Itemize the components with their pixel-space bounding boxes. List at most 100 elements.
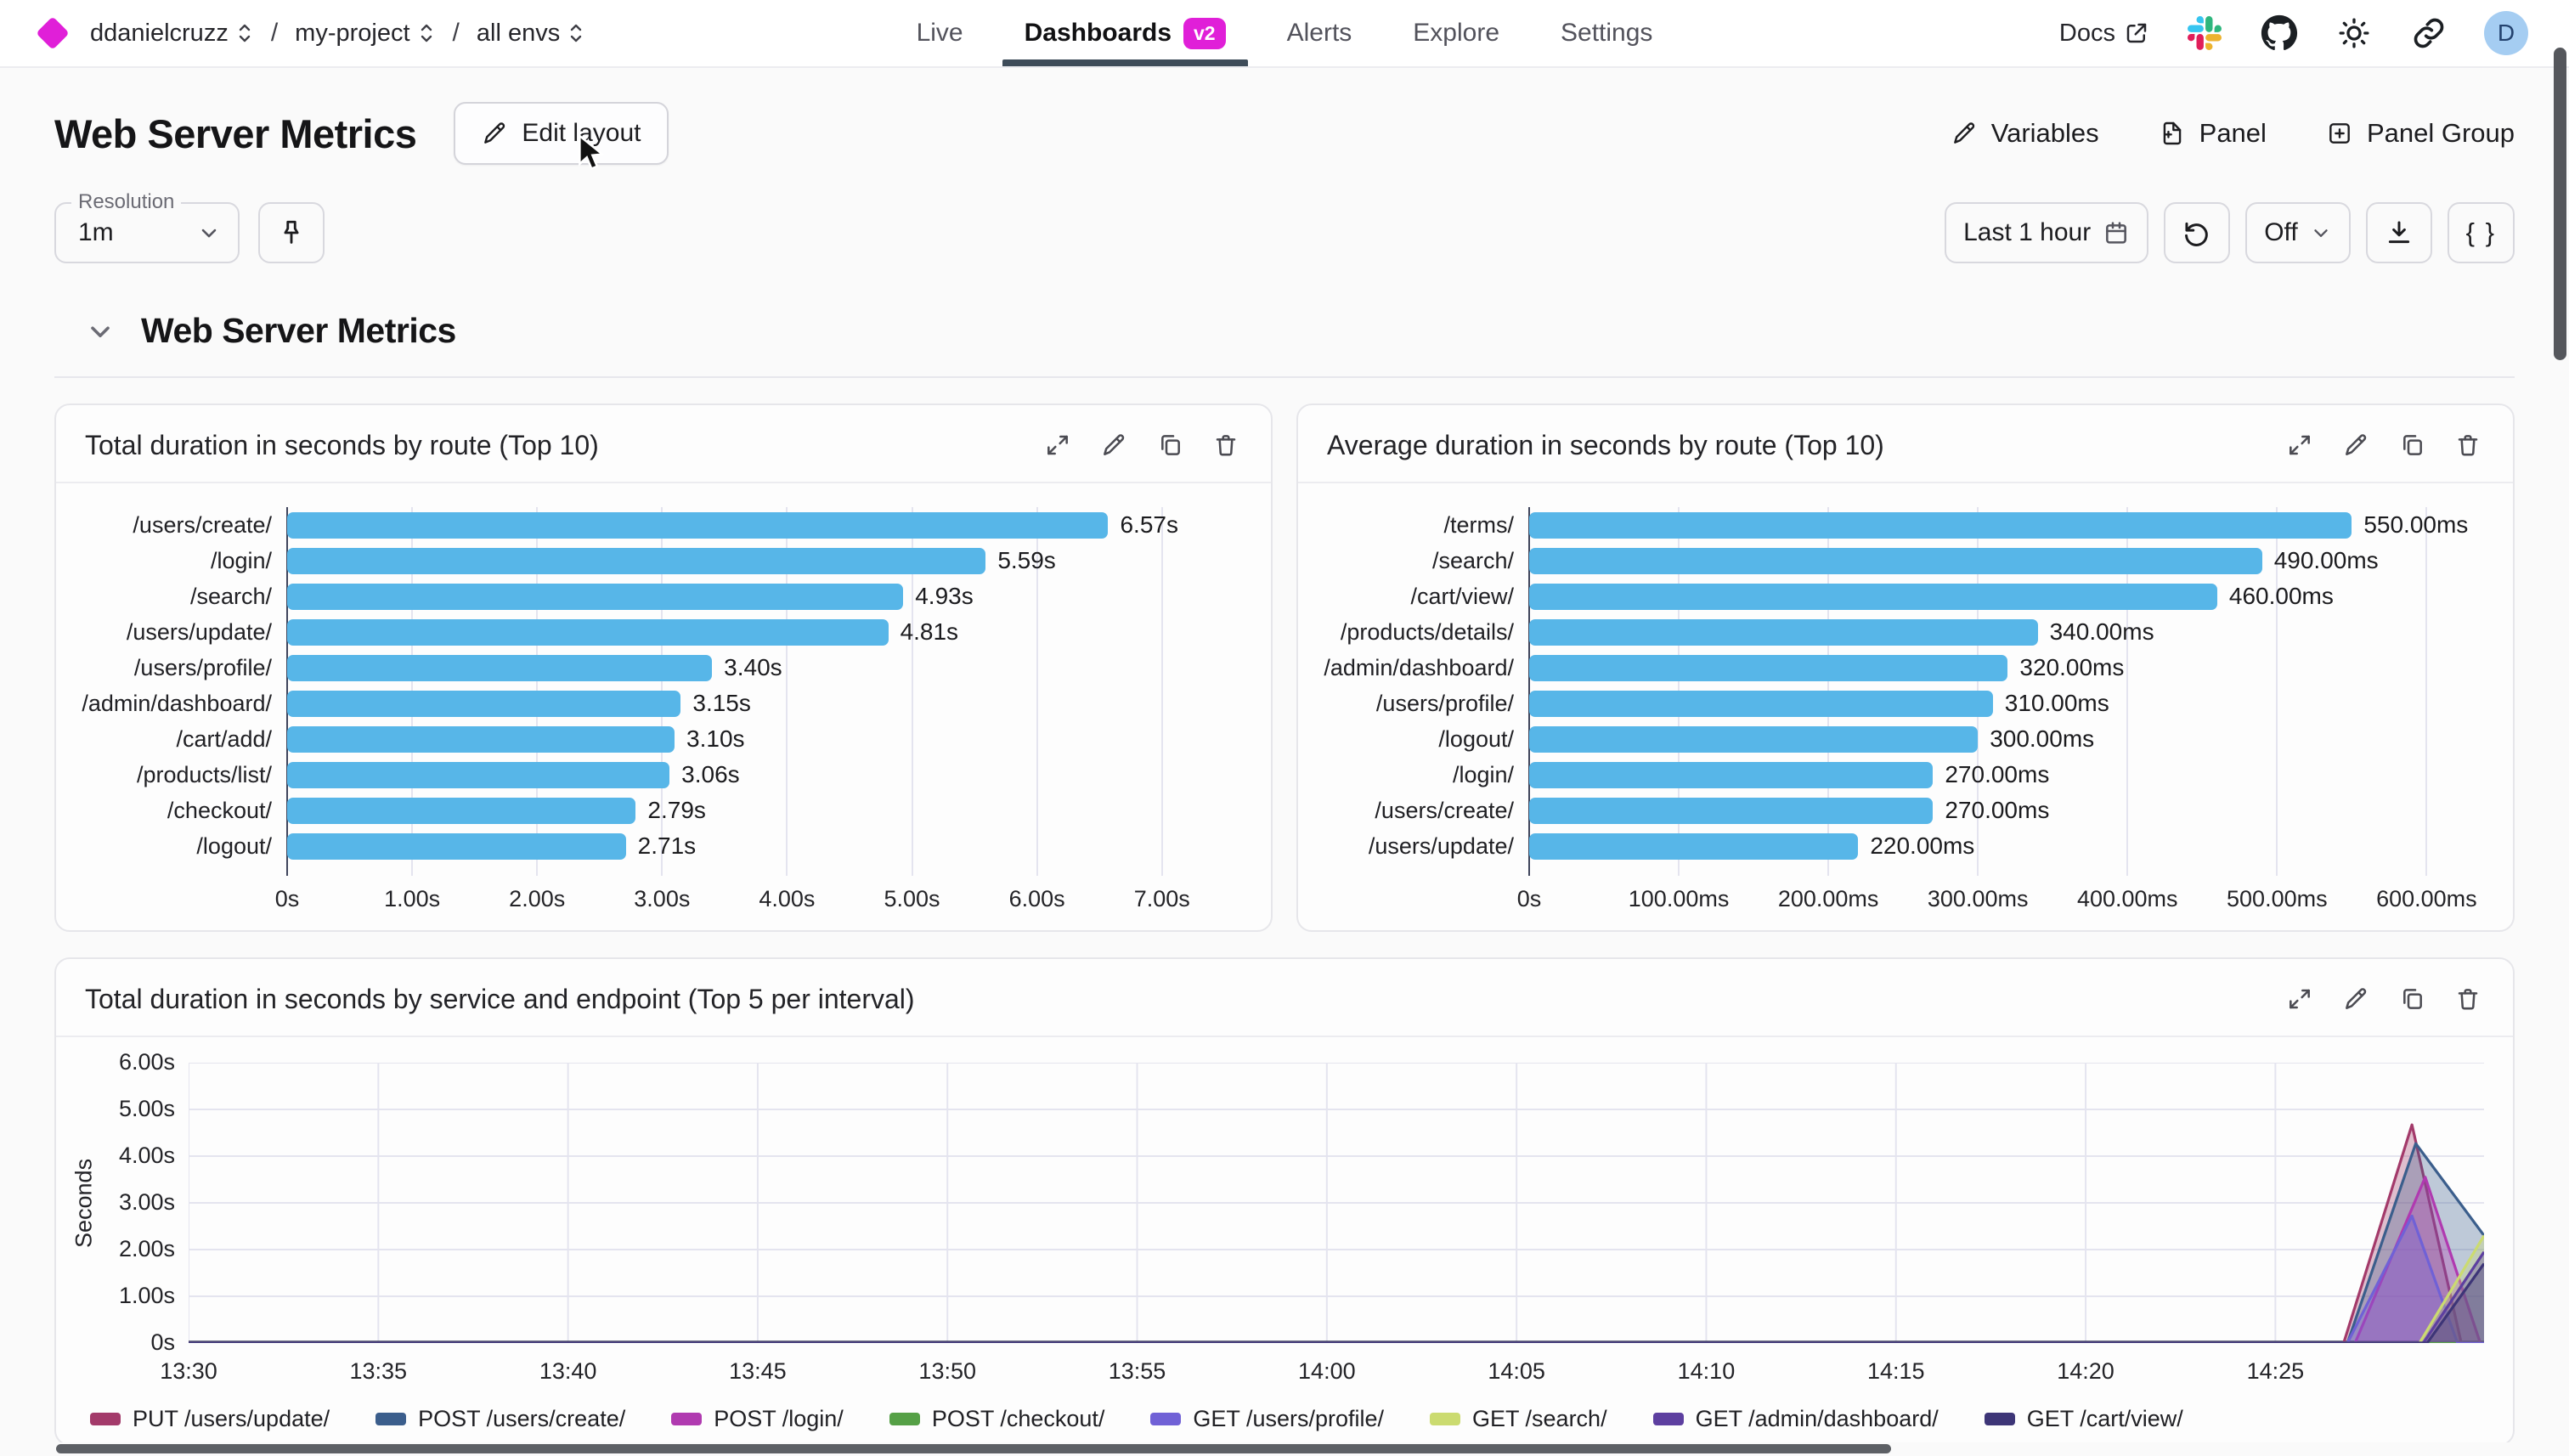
bar[interactable] [287,832,626,860]
bar[interactable] [1529,797,1934,824]
bar[interactable] [1529,725,1979,753]
bar[interactable] [1529,511,2352,539]
breadcrumb-org-selector[interactable]: ddanielcruzz [90,20,254,48]
delete-button[interactable] [2452,983,2484,1015]
bar-value-label: 310.00ms [2004,690,2109,716]
bar[interactable] [1529,832,1859,860]
pencil-icon [2346,434,2367,455]
edit-button[interactable] [2340,983,2372,1015]
slack-button[interactable] [2185,14,2224,53]
bar[interactable] [287,654,713,681]
delete-button[interactable] [1210,429,1242,461]
x-axis-ticks: 13:30 13:35 13:40 13:45 13:50 13:55 14:00 14:05… [160,1343,2484,1389]
nav-tab-live[interactable]: Live [916,19,963,47]
edit-layout-button[interactable]: Edit layout [454,102,669,171]
panel-title: Average duration in seconds by route (To… [1327,429,1884,460]
bar[interactable] [1529,761,1934,788]
bar[interactable] [1529,654,2008,681]
bar-value-label: 3.15s [692,690,751,716]
resolution-select[interactable]: Resolution 1m [54,190,240,263]
duplicate-button[interactable] [2396,429,2428,461]
add-panel-group-button[interactable]: Panel Group [2326,118,2515,149]
legend-item[interactable]: POST /users/create/ [375,1406,625,1432]
auto-refresh-select[interactable]: Off [2245,202,2351,263]
main-nav: Live Dashboards v2 Alerts Explore Settin… [916,0,1653,66]
duplicate-button[interactable] [1154,429,1186,461]
bar-category-label: /products/list/ [136,762,272,787]
y-axis-tick: 4.00s [118,1143,175,1168]
legend-label: POST /login/ [714,1406,844,1431]
bar[interactable] [287,761,670,788]
area-chart-plot[interactable] [189,1063,2484,1343]
bar[interactable] [287,690,681,717]
bar[interactable] [287,618,889,646]
nav-tab-alerts[interactable]: Alerts [1286,19,1352,47]
delete-button[interactable] [2452,429,2484,461]
edit-button[interactable] [1098,429,1130,461]
duplicate-button[interactable] [2396,983,2428,1015]
pencil-icon [1953,122,1974,144]
legend-item[interactable]: GET /cart/view/ [1984,1406,2183,1432]
json-editor-button[interactable]: { } [2447,202,2515,263]
bar[interactable] [1529,618,2038,646]
time-range-button[interactable]: Last 1 hour [1945,202,2149,263]
copy-icon [2403,989,2422,1009]
panel-total-duration-by-route: Total duration in seconds by route (Top … [54,404,1273,932]
x-axis-tick: 14:00 [1298,1358,1356,1384]
y-axis-tick: 5.00s [118,1096,175,1121]
legend-item[interactable]: GET /users/profile/ [1150,1406,1384,1432]
breadcrumb: ddanielcruzz / my-project / all envs [36,0,917,66]
bar[interactable] [287,547,986,574]
nav-tab-settings[interactable]: Settings [1561,19,1653,47]
bar-category-label: /logout/ [1438,726,1514,752]
expand-button[interactable] [1042,429,1074,461]
bar[interactable] [287,725,675,753]
legend-item[interactable]: PUT /users/update/ [90,1406,330,1432]
theme-toggle-button[interactable] [2335,14,2374,53]
github-button[interactable] [2260,14,2299,53]
bar[interactable] [287,797,636,824]
chevron-down-icon [201,229,217,238]
pin-button[interactable] [258,202,325,263]
legend-item[interactable]: POST /checkout/ [889,1406,1104,1432]
refresh-button[interactable] [2164,202,2231,263]
breadcrumb-env-selector[interactable]: all envs [477,20,585,48]
bar-plot-area: 550.00ms 490.00ms 460.00ms 340.00ms 320.00ms… [1517,507,2479,925]
legend-item[interactable]: GET /search/ [1430,1406,1607,1432]
horizontal-scrollbar[interactable] [56,1444,1891,1453]
panel-group-header[interactable]: Web Server Metrics [54,311,2515,378]
nav-tab-explore[interactable]: Explore [1413,19,1500,47]
avatar[interactable]: D [2484,11,2528,55]
vertical-scrollbar[interactable] [2554,48,2566,360]
nav-tab-dashboards[interactable]: Dashboards v2 [1002,0,1248,66]
docs-link[interactable]: Docs [2059,20,2149,48]
panel-title: Total duration in seconds by route (Top … [85,429,599,460]
x-axis: 0s 100.00ms 200.00ms 300.00ms 400.00ms 500.00… [1517,864,2479,925]
bar[interactable] [1529,547,2262,574]
bar-row: 310.00ms [1529,686,2479,721]
bar[interactable] [1529,690,1993,717]
expand-button[interactable] [2284,429,2316,461]
org-name: ddanielcruzz [90,19,229,47]
x-axis-tick: 600.00ms [2376,886,2477,911]
breadcrumb-project-selector[interactable]: my-project [295,20,435,48]
bar-value-label: 320.00ms [2019,654,2125,680]
bar[interactable] [1529,583,2217,610]
bar[interactable] [287,583,904,610]
x-axis-tick: 4.00s [759,886,816,911]
bar-row: 3.10s [287,721,1237,757]
download-button[interactable] [2365,202,2432,263]
edit-button[interactable] [2340,429,2372,461]
bar[interactable] [287,511,1109,539]
add-panel-button[interactable]: Panel [2159,118,2267,149]
app-bar: ddanielcruzz / my-project / all envs Liv… [0,0,2569,68]
legend-label: POST /users/create/ [418,1406,626,1431]
brand-logo-icon[interactable] [36,16,70,50]
legend-item[interactable]: GET /admin/dashboard/ [1652,1406,1939,1432]
variables-button[interactable]: Variables [1951,118,2099,149]
expand-button[interactable] [2284,983,2316,1015]
legend-color-chip [1984,1413,2015,1425]
legend-item[interactable]: POST /login/ [671,1406,844,1432]
share-link-button[interactable] [2409,14,2448,53]
auto-refresh-value: Off [2264,218,2298,246]
